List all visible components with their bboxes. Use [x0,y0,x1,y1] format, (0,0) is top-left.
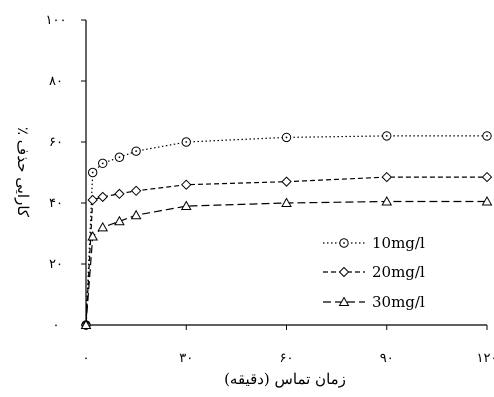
y-tick-label: ۸۰ [49,74,63,89]
data-point-triangle [281,197,292,207]
x-tick-label: ۰ [83,351,90,366]
series-layer [80,131,493,331]
data-point-circle [131,146,141,156]
data-point-circle [98,158,108,169]
y-tick-label: ۰ [53,318,60,333]
data-point-triangle [130,209,142,220]
y-tick-label: ۱۰۰ [46,13,67,28]
data-point-triangle [180,200,192,211]
y-tick-label: ۴۰ [49,196,63,211]
y-tick-label: ۶۰ [49,135,63,150]
y-axis-title: کارایی حذف ٪ [14,127,32,218]
data-point-triangle [114,215,125,226]
legend-label: 20mg/l [372,263,425,281]
data-point-diamond [281,176,292,187]
series-line [85,135,487,326]
series-line [85,200,487,326]
data-point-circle-dot [91,171,94,174]
data-point-circle [482,131,492,141]
data-point-circle-dot [486,135,488,137]
data-point-circle [281,132,292,143]
legend-marker-diamond [338,266,350,278]
data-point-circle [181,137,191,147]
legend-item: 30mg/l [323,293,425,311]
legend-label: 10mg/l [372,234,425,252]
x-tick-label: ۹۰ [380,351,394,366]
y-tick-label: ۲۰ [49,257,63,272]
legend-marker-circle-dot [343,242,345,244]
x-tick-label: ۱۲۰ [477,351,494,366]
data-point-diamond [87,194,98,206]
legend-item: 20mg/l [323,263,425,281]
data-point-diamond [114,188,125,200]
data-point-circle-dot [185,141,188,143]
series-circle [81,131,492,330]
series-triangle [80,195,493,329]
data-point-circle-dot [101,162,104,165]
data-point-diamond [481,171,493,183]
legend-item: 10mg/l [323,234,425,252]
x-axis-title: زمان تماس (دقیقه) [224,370,346,388]
data-point-triangle [481,195,493,206]
legend-marker-circle [339,238,349,248]
data-point-triangle [381,195,393,206]
data-point-circle-dot [135,150,138,153]
ticks-layer: ۰ ۲۰ ۴۰ ۶۰ ۸۰ ۱۰۰ ۰ ۳۰ ۶۰ ۹۰ ۱۲۰ [46,13,494,366]
series-diamond [80,171,493,331]
axes-layer [85,20,487,326]
data-point-triangle [97,221,109,232]
data-point-circle [114,152,125,162]
x-tick-label: ۳۰ [179,351,193,366]
data-point-circle [87,167,98,178]
data-point-diamond [97,191,108,203]
data-point-triangle [87,231,99,241]
legend-marker-triangle [338,296,350,306]
data-point-triangle [80,319,92,329]
data-point-diamond [381,171,392,183]
data-point-diamond [181,179,192,190]
legend-label: 30mg/l [372,293,425,311]
x-tick-label: ۶۰ [280,351,294,366]
data-point-circle [382,131,392,141]
data-point-circle-dot [285,136,288,139]
data-point-circle-dot [118,156,121,159]
data-point-diamond [130,185,142,197]
legend: 10mg/l 20mg/l 30mg/l [323,234,425,311]
data-point-circle-dot [385,135,388,137]
